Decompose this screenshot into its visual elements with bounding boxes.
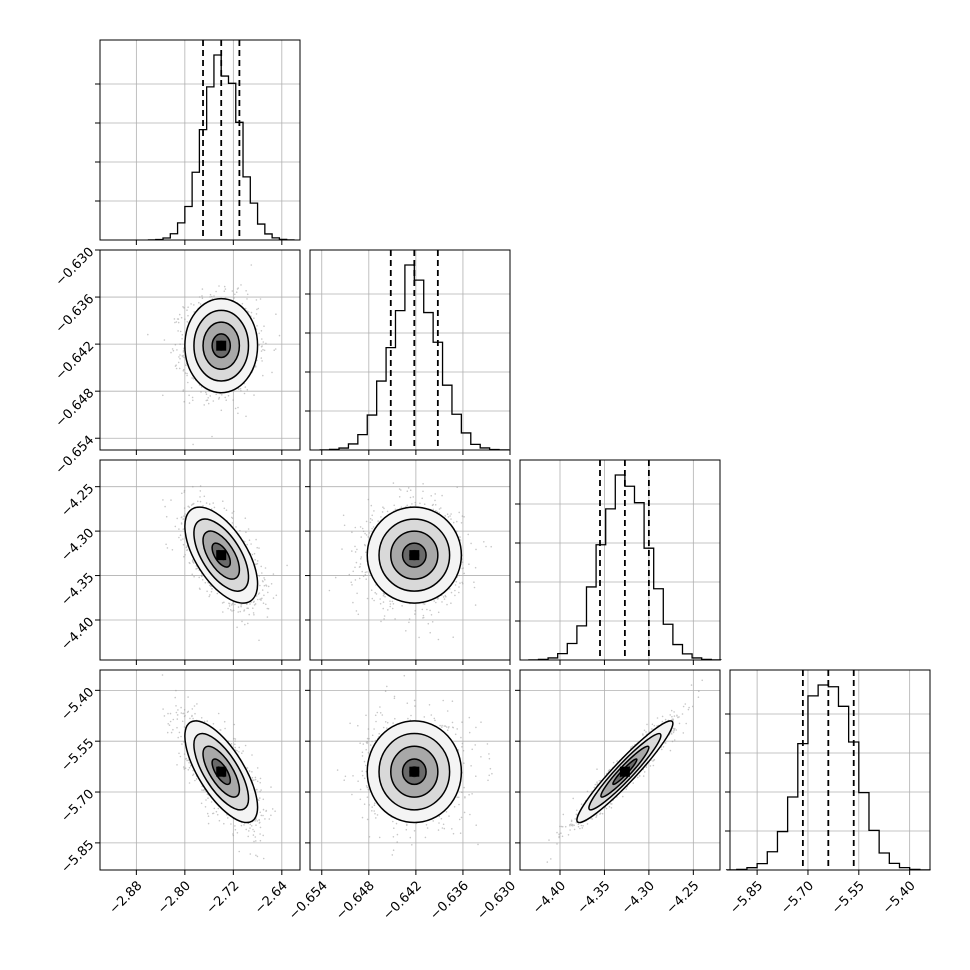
xtick-label: −0.636 xyxy=(427,878,472,923)
contour-line-1 xyxy=(390,745,439,798)
scatter-content xyxy=(100,670,300,870)
hist-panel-2 xyxy=(515,459,722,665)
contour-line-1 xyxy=(202,321,241,370)
xtick-label: −2.64 xyxy=(252,878,291,917)
ytick-label: −4.35 xyxy=(59,570,98,609)
ytick-label: −4.25 xyxy=(59,481,98,520)
scatter-frame xyxy=(99,459,301,661)
scatter-content xyxy=(100,250,300,450)
contour-line-3 xyxy=(184,297,259,394)
ytick-label: −0.648 xyxy=(53,386,98,431)
scatter-panel-2-0 xyxy=(95,459,301,665)
xtick-label: −2.88 xyxy=(107,878,146,917)
density-peak xyxy=(216,550,227,561)
scatter-content xyxy=(310,460,510,660)
contour-line-3 xyxy=(184,720,259,824)
xtick-label: −5.40 xyxy=(880,878,919,917)
scatter-panel-2-1 xyxy=(305,459,511,665)
ytick-label: −4.30 xyxy=(59,526,98,565)
ytick-label: −4.40 xyxy=(59,615,98,654)
contour-line-3 xyxy=(184,506,259,604)
ytick-label: −5.70 xyxy=(59,787,98,826)
xtick-label: −0.654 xyxy=(286,878,331,923)
xtick-label: −4.25 xyxy=(664,878,703,917)
density-peak xyxy=(216,340,227,351)
xtick-label: −5.55 xyxy=(829,878,868,917)
contour-line-0 xyxy=(211,542,232,568)
contour-line-0 xyxy=(401,542,427,568)
hist-panel-1 xyxy=(305,249,511,455)
contour-line-3 xyxy=(366,720,463,824)
contour-line-1 xyxy=(202,745,241,798)
hist-panel-3 xyxy=(725,669,931,875)
contour-line-2 xyxy=(193,732,250,811)
scatter-frame xyxy=(99,249,301,451)
xtick-label: −0.642 xyxy=(380,878,425,923)
hist-panel-0 xyxy=(95,39,301,245)
density-peak xyxy=(409,766,420,777)
xtick-label: −2.80 xyxy=(155,878,194,917)
scatter-frame xyxy=(519,669,721,871)
density-peak xyxy=(409,550,420,561)
density-peak xyxy=(216,766,227,777)
scatter-panel-1-0 xyxy=(95,249,301,455)
hist-frame xyxy=(309,249,511,451)
xtick-label: −0.630 xyxy=(474,878,519,923)
ytick-label: −0.636 xyxy=(53,292,98,337)
scatter-frame xyxy=(309,669,511,871)
scatter-frame xyxy=(99,669,301,871)
scatter-content xyxy=(310,670,510,870)
hist-frame xyxy=(729,669,931,871)
contour-line-2 xyxy=(193,309,250,382)
hist-frame xyxy=(99,39,301,241)
scatter-panel-3-2 xyxy=(515,669,721,875)
xtick-label: −4.40 xyxy=(530,878,569,917)
ytick-label: −0.630 xyxy=(53,245,98,290)
hist-frame xyxy=(519,459,721,661)
scatter-panel-3-1 xyxy=(305,669,511,875)
scatter-frame xyxy=(309,459,511,661)
scatter-panel-3-0 xyxy=(95,669,301,875)
ytick-label: −5.40 xyxy=(59,685,98,724)
contour-line-3 xyxy=(366,506,463,604)
contour-line-2 xyxy=(588,732,662,811)
xtick-label: −5.85 xyxy=(727,878,766,917)
xtick-label: −4.30 xyxy=(619,878,658,917)
contour-line-0 xyxy=(401,758,427,786)
ytick-label: −5.85 xyxy=(59,838,98,877)
contour-line-2 xyxy=(378,518,451,592)
xtick-label: −2.72 xyxy=(204,878,243,917)
contour-line-1 xyxy=(390,530,439,580)
scatter-content xyxy=(520,670,720,870)
ytick-label: −5.55 xyxy=(59,736,98,775)
xtick-label: −0.648 xyxy=(333,878,378,923)
contour-line-1 xyxy=(202,530,241,580)
ytick-label: −0.654 xyxy=(53,433,98,478)
contour-line-3 xyxy=(576,720,674,824)
ytick-label: −0.642 xyxy=(53,339,98,384)
scatter-content xyxy=(100,460,300,660)
xtick-label: −4.35 xyxy=(575,878,614,917)
contour-line-2 xyxy=(193,518,250,592)
contour-line-2 xyxy=(378,732,451,811)
density-peak xyxy=(619,766,630,777)
xtick-label: −5.70 xyxy=(778,878,817,917)
contour-line-0 xyxy=(211,333,232,359)
